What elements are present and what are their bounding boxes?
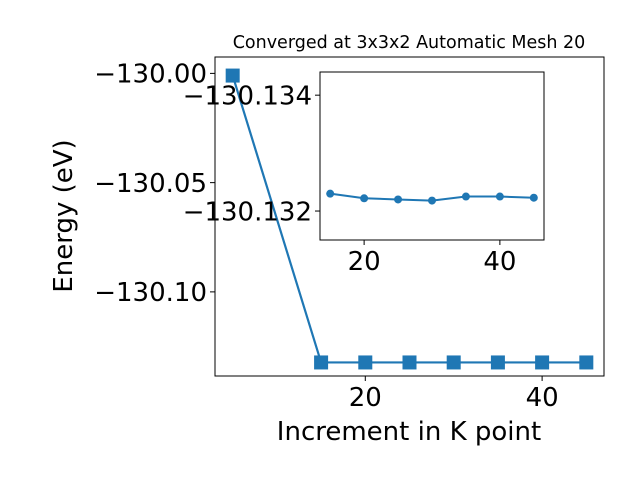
main-data-point <box>490 355 505 370</box>
inset-data-point <box>461 192 470 201</box>
main-x-tick-label: 20 <box>349 383 382 413</box>
main-title: Converged at 3x3x2 Automatic Mesh 20 <box>233 33 586 53</box>
main-data-point <box>535 355 550 370</box>
inset-data-point <box>495 192 504 201</box>
main-x-tick-label: 40 <box>526 383 559 413</box>
main-plot-frame <box>214 56 605 377</box>
main-plot: Converged at 3x3x2 Automatic Mesh 20 20 4… <box>49 33 605 447</box>
inset-ticks: 20 40 −130.132 −130.134 <box>183 82 517 278</box>
main-data-point <box>314 355 329 370</box>
inset-x-tick-label: 20 <box>348 247 381 277</box>
inset-y-tick-label: −130.134 <box>183 82 312 112</box>
main-y-tick-label: −130.10 <box>94 278 207 308</box>
inset-data-point <box>326 189 335 198</box>
inset-series <box>326 189 538 205</box>
inset-x-tick-label: 40 <box>483 247 516 277</box>
main-series-line <box>231 75 587 364</box>
main-series <box>225 68 594 370</box>
inset-plot: 20 40 −130.132 −130.134 <box>183 71 545 278</box>
inset-y-tick-label: −130.132 <box>183 197 312 227</box>
main-data-point <box>446 355 461 370</box>
main-data-point <box>358 355 373 370</box>
inset-data-point <box>360 194 369 203</box>
main-data-point <box>225 68 240 83</box>
main-data-point <box>579 355 594 370</box>
x-axis-label: Increment in K point <box>277 417 541 447</box>
main-y-tick-label: −130.00 <box>94 60 207 90</box>
inset-background <box>320 72 544 240</box>
inset-data-point <box>529 193 538 202</box>
main-y-tick-label: −130.05 <box>94 169 207 199</box>
inset-data-point <box>428 196 436 205</box>
main-data-point <box>402 355 417 370</box>
y-axis-label: Energy (eV) <box>49 139 79 292</box>
main-ticks: 20 40 −130.00 −130.05 −130.10 <box>94 60 558 413</box>
inset-plot-frame <box>319 71 545 241</box>
inset-data-point <box>394 195 403 204</box>
